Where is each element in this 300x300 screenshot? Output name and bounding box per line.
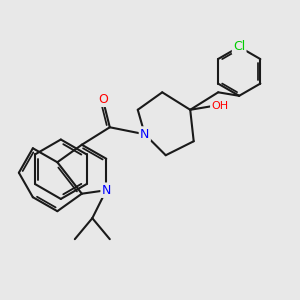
Text: N: N: [102, 184, 111, 197]
Text: Cl: Cl: [233, 40, 245, 53]
Text: OH: OH: [211, 101, 228, 111]
Text: N: N: [140, 128, 149, 141]
Text: N: N: [140, 128, 149, 141]
Text: O: O: [98, 93, 108, 106]
